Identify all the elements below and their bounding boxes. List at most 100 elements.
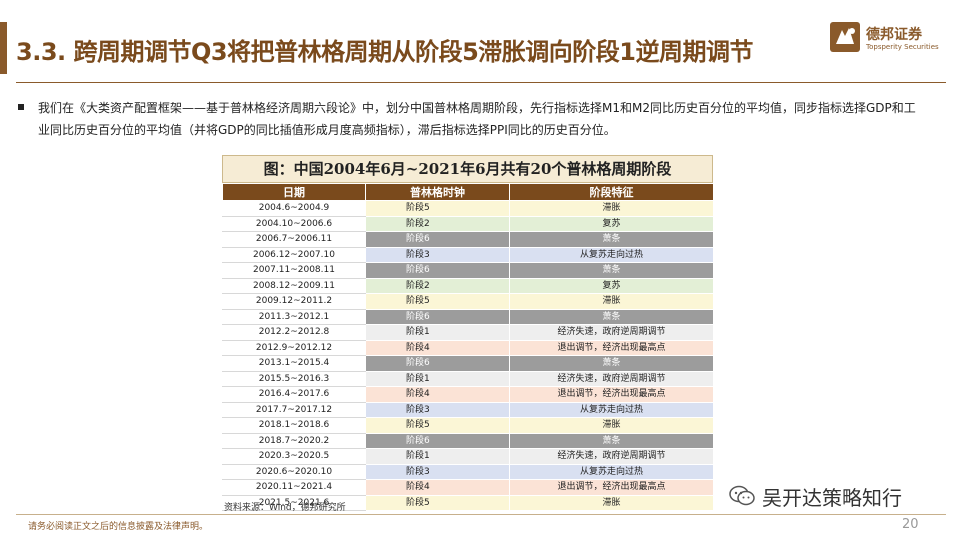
cell-clock: 阶段6 [365, 355, 510, 372]
table-row: 2020.6~2020.10 阶段3 从复苏走向过热 [222, 463, 714, 480]
cell-date: 2004.10~2006.6 [222, 215, 366, 232]
table-row: 2012.9~2012.12 阶段4 退出调节，经济出现最高点 [222, 339, 714, 356]
cell-feature: 萧条 [509, 355, 714, 372]
title-accent-bar [0, 22, 7, 74]
cell-date: 2013.1~2015.4 [222, 355, 366, 372]
table-row: 2013.1~2015.4 阶段6 萧条 [222, 355, 714, 372]
cell-clock: 阶段1 [365, 324, 510, 341]
logo-name-cn: 德邦证券 [866, 27, 922, 43]
cell-clock: 阶段5 [365, 417, 510, 434]
table-row: 2016.4~2017.6 阶段4 退出调节，经济出现最高点 [222, 386, 714, 403]
cell-feature: 萧条 [509, 308, 714, 325]
cell-date: 2015.5~2016.3 [222, 370, 366, 387]
table-row: 2020.11~2021.4 阶段4 退出调节，经济出现最高点 [222, 479, 714, 496]
table-row: 2009.12~2011.2 阶段5 滞胀 [222, 293, 714, 310]
table-row: 2021.5~2021.6 阶段5 滞胀 [222, 494, 714, 511]
cell-date: 2020.6~2020.10 [222, 463, 366, 480]
cell-feature: 从复苏走向过热 [509, 246, 714, 263]
cell-date: 2006.12~2007.10 [222, 246, 366, 263]
cell-clock: 阶段2 [365, 277, 510, 294]
header-feature: 阶段特征 [509, 183, 714, 201]
cell-feature: 退出调节，经济出现最高点 [509, 339, 714, 356]
cell-clock: 阶段3 [365, 401, 510, 418]
bullet-square-icon [18, 104, 24, 110]
cell-feature: 滞胀 [509, 417, 714, 434]
cell-feature: 复苏 [509, 277, 714, 294]
logo-mark-icon [830, 22, 860, 52]
cell-feature: 萧条 [509, 432, 714, 449]
cell-date: 2012.9~2012.12 [222, 339, 366, 356]
cell-feature: 经济失速，政府逆周期调节 [509, 370, 714, 387]
wechat-icon [728, 484, 756, 508]
table-row: 2004.6~2004.9 阶段5 滞胀 [222, 200, 714, 217]
footer-divider [16, 514, 946, 515]
cell-clock: 阶段5 [365, 494, 510, 511]
cell-date: 2004.6~2004.9 [222, 200, 366, 217]
table-row: 2008.12~2009.11 阶段2 复苏 [222, 277, 714, 294]
bullet-paragraph: 我们在《大类资产配置框架——基于普林格经济周期六段论》中，划分中国普林格周期阶段… [38, 101, 916, 137]
table-row: 2004.10~2006.6 阶段2 复苏 [222, 215, 714, 232]
cell-clock: 阶段1 [365, 448, 510, 465]
cycle-table: 日期 普林格时钟 阶段特征 2004.6~2004.9 阶段5 滞胀 2004.10~… [222, 183, 714, 511]
cell-clock: 阶段4 [365, 479, 510, 496]
table-row: 2011.3~2012.1 阶段6 萧条 [222, 308, 714, 325]
watermark-text: 吴开达策略知行 [762, 486, 902, 510]
cell-feature: 从复苏走向过热 [509, 401, 714, 418]
cell-date: 2012.2~2012.8 [222, 324, 366, 341]
cell-clock: 阶段2 [365, 215, 510, 232]
cell-feature: 经济失速，政府逆周期调节 [509, 324, 714, 341]
cell-date: 2020.11~2021.4 [222, 479, 366, 496]
cell-feature: 滞胀 [509, 494, 714, 511]
cell-date: 2011.3~2012.1 [222, 308, 366, 325]
logo-name-en: Topsperity Securities [866, 43, 939, 51]
footer-disclaimer: 请务必阅读正文之后的信息披露及法律声明。 [28, 522, 209, 532]
cell-clock: 阶段6 [365, 308, 510, 325]
table-row: 2017.7~2017.12 阶段3 从复苏走向过热 [222, 401, 714, 418]
cycle-table-figure: 图：中国2004年6月~2021年6月共有20个普林格周期阶段 日期 普林格时钟… [222, 155, 714, 511]
cell-feature: 从复苏走向过热 [509, 463, 714, 480]
cell-clock: 阶段6 [365, 432, 510, 449]
cell-feature: 退出调节，经济出现最高点 [509, 386, 714, 403]
cell-clock: 阶段1 [365, 370, 510, 387]
cell-date: 2009.12~2011.2 [222, 293, 366, 310]
cell-clock: 阶段3 [365, 246, 510, 263]
cell-feature: 滞胀 [509, 293, 714, 310]
cell-date: 2018.1~2018.6 [222, 417, 366, 434]
page-number: 20 [902, 517, 919, 532]
cell-feature: 复苏 [509, 215, 714, 232]
table-header-row: 日期 普林格时钟 阶段特征 [222, 183, 714, 201]
table-row: 2007.11~2008.11 阶段6 萧条 [222, 262, 714, 279]
table-row: 2012.2~2012.8 阶段1 经济失速，政府逆周期调节 [222, 324, 714, 341]
table-row: 2006.7~2006.11 阶段6 萧条 [222, 231, 714, 248]
cell-feature: 滞胀 [509, 200, 714, 217]
cell-clock: 阶段3 [365, 463, 510, 480]
cell-date: 2007.11~2008.11 [222, 262, 366, 279]
header-date: 日期 [222, 183, 366, 201]
table-row: 2015.5~2016.3 阶段1 经济失速，政府逆周期调节 [222, 370, 714, 387]
page-title: 3.3. 跨周期调节Q3将把普林格周期从阶段5滞胀调向阶段1逆周期调节 [16, 38, 754, 66]
cell-date: 2021.5~2021.6 [222, 494, 366, 511]
table-row: 2006.12~2007.10 阶段3 从复苏走向过热 [222, 246, 714, 263]
cell-clock: 阶段5 [365, 200, 510, 217]
cell-date: 2017.7~2017.12 [222, 401, 366, 418]
cell-feature: 经济失速，政府逆周期调节 [509, 448, 714, 465]
cell-feature: 萧条 [509, 262, 714, 279]
cell-clock: 阶段6 [365, 231, 510, 248]
company-logo: 德邦证券 Topsperity Securities [830, 22, 948, 60]
cell-date: 2006.7~2006.11 [222, 231, 366, 248]
source-note: 资料来源：Wind，德邦研究所 [224, 503, 346, 513]
cell-date: 2016.4~2017.6 [222, 386, 366, 403]
cell-date: 2020.3~2020.5 [222, 448, 366, 465]
cell-date: 2008.12~2009.11 [222, 277, 366, 294]
cell-clock: 阶段4 [365, 386, 510, 403]
cell-clock: 阶段4 [365, 339, 510, 356]
cell-clock: 阶段5 [365, 293, 510, 310]
title-divider [16, 82, 946, 83]
table-row: 2018.7~2020.2 阶段6 萧条 [222, 432, 714, 449]
table-row: 2020.3~2020.5 阶段1 经济失速，政府逆周期调节 [222, 448, 714, 465]
cell-feature: 萧条 [509, 231, 714, 248]
table-row: 2018.1~2018.6 阶段5 滞胀 [222, 417, 714, 434]
header-clock: 普林格时钟 [365, 183, 510, 201]
table-title: 图：中国2004年6月~2021年6月共有20个普林格周期阶段 [222, 155, 713, 183]
cell-clock: 阶段6 [365, 262, 510, 279]
